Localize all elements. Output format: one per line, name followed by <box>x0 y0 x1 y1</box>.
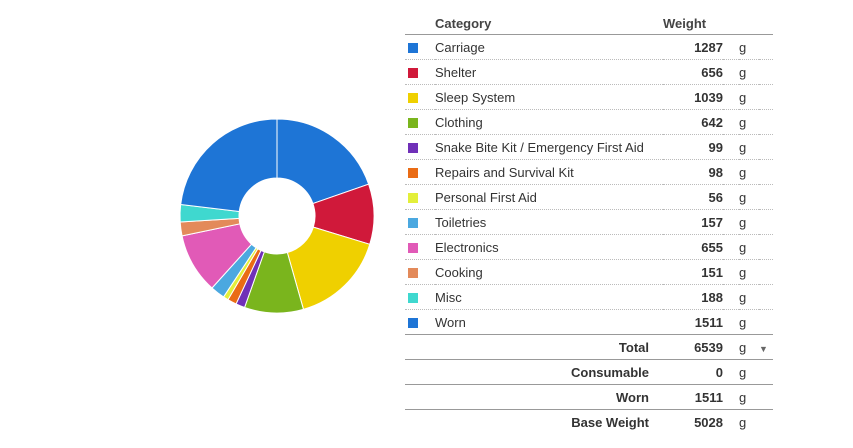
category-weight: 56 <box>663 184 723 210</box>
table-row: Worn 1511 g <box>405 309 773 335</box>
category-name: Electronics <box>435 234 663 260</box>
category-name: Repairs and Survival Kit <box>435 159 663 185</box>
category-weight: 99 <box>663 134 723 160</box>
table-row: Electronics 655 g <box>405 234 773 260</box>
category-weight: 642 <box>663 109 723 135</box>
category-name: Shelter <box>435 59 663 85</box>
category-name: Personal First Aid <box>435 184 663 210</box>
category-name: Carriage <box>435 34 663 60</box>
category-name: Worn <box>435 309 663 335</box>
category-color-swatch <box>408 243 418 254</box>
category-weight: 157 <box>663 209 723 235</box>
table-row: Shelter 656 g <box>405 59 773 85</box>
category-name: Sleep System <box>435 84 663 110</box>
slice-carriage[interactable] <box>276 118 370 205</box>
total-value: 0 <box>663 359 723 385</box>
weight-unit: g <box>739 334 759 360</box>
category-weight-table: Category Weight Carriage 1287 g Shelter 656 g… <box>405 12 773 434</box>
category-name: Clothing <box>435 109 663 135</box>
total-value: 1511 <box>663 384 723 410</box>
category-color-swatch <box>408 168 418 179</box>
category-weight: 1039 <box>663 84 723 110</box>
weight-unit: g <box>739 359 759 385</box>
category-weight: 655 <box>663 234 723 260</box>
table-row: Carriage 1287 g <box>405 34 773 60</box>
category-weight: 656 <box>663 59 723 85</box>
weight-unit: g <box>739 309 759 335</box>
table-header-row: Category Weight <box>405 12 773 35</box>
weight-unit: g <box>739 184 759 210</box>
table-row: Clothing 642 g <box>405 109 773 135</box>
category-color-swatch <box>408 43 418 54</box>
total-value: 6539 <box>663 334 723 360</box>
category-weight: 1511 <box>663 309 723 335</box>
total-row: Base Weight 5028 g <box>405 409 773 434</box>
category-name: Misc <box>435 284 663 310</box>
slice-worn[interactable] <box>180 118 278 213</box>
category-color-swatch <box>408 93 418 104</box>
category-weight: 188 <box>663 284 723 310</box>
category-name: Cooking <box>435 259 663 285</box>
donut-svg <box>179 118 375 314</box>
weight-unit: g <box>739 109 759 135</box>
category-color-swatch <box>408 143 418 154</box>
weight-column-header: Weight <box>663 12 723 35</box>
category-color-swatch <box>408 318 418 329</box>
category-color-swatch <box>408 193 418 204</box>
table-row: Sleep System 1039 g <box>405 84 773 110</box>
category-weight: 98 <box>663 159 723 185</box>
table-row: Snake Bite Kit / Emergency First Aid 99 g <box>405 134 773 160</box>
category-color-swatch <box>408 218 418 229</box>
weight-unit: g <box>739 84 759 110</box>
swatch-column-header <box>405 12 435 35</box>
total-label: Worn <box>405 384 663 410</box>
total-row: Worn 1511 g <box>405 384 773 410</box>
category-color-swatch <box>408 118 418 129</box>
table-row: Cooking 151 g <box>405 259 773 285</box>
table-row: Misc 188 g <box>405 284 773 310</box>
weight-unit: g <box>739 409 759 434</box>
total-label: Total <box>405 334 663 360</box>
category-name: Snake Bite Kit / Emergency First Aid <box>435 134 663 160</box>
category-name: Toiletries <box>435 209 663 235</box>
weight-unit: g <box>739 34 759 60</box>
total-label: Base Weight <box>405 409 663 434</box>
chevron-down-icon[interactable]: ▼ <box>759 343 768 354</box>
weight-unit: g <box>739 159 759 185</box>
total-value: 5028 <box>663 409 723 434</box>
total-label: Consumable <box>405 359 663 385</box>
table-row: Repairs and Survival Kit 98 g <box>405 159 773 185</box>
weight-donut-chart <box>178 117 376 315</box>
weight-unit: g <box>739 59 759 85</box>
category-weight: 1287 <box>663 34 723 60</box>
table-row: Toiletries 157 g <box>405 209 773 235</box>
total-row: Total 6539 g ▼ <box>405 334 773 360</box>
category-color-swatch <box>408 268 418 279</box>
category-column-header: Category <box>435 12 663 35</box>
weight-unit: g <box>739 284 759 310</box>
weight-unit: g <box>739 134 759 160</box>
weight-unit: g <box>739 259 759 285</box>
weight-unit: g <box>739 209 759 235</box>
category-weight: 151 <box>663 259 723 285</box>
table-row: Personal First Aid 56 g <box>405 184 773 210</box>
weight-unit: g <box>739 384 759 410</box>
category-color-swatch <box>408 293 418 304</box>
category-color-swatch <box>408 68 418 79</box>
weight-unit: g <box>739 234 759 260</box>
total-row: Consumable 0 g <box>405 359 773 385</box>
